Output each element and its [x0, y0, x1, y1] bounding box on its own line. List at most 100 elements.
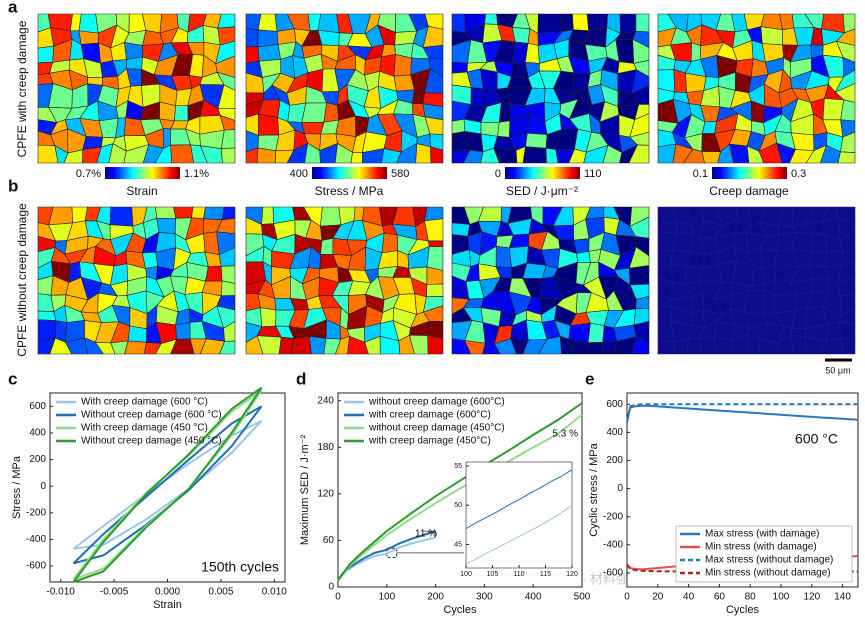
x-tick-label: 120: [803, 592, 820, 603]
grain: [685, 72, 707, 93]
x-tick-label: 100: [460, 571, 472, 578]
grain: [673, 338, 689, 355]
grain: [191, 206, 206, 220]
grain: [773, 294, 797, 314]
x-tick-label: 0: [624, 592, 630, 603]
grain: [220, 280, 236, 297]
x-tick-label: 40: [683, 592, 695, 603]
grain: [628, 144, 650, 164]
legend-label: Min stress (without damage): [705, 568, 831, 579]
grain: [350, 152, 363, 164]
grain: [156, 217, 177, 235]
colorbar-tick-label: 580: [391, 168, 409, 180]
y-axis-title: Stress / MPa: [11, 455, 23, 519]
grain: [635, 13, 650, 33]
grain: [763, 290, 775, 315]
grain: [257, 29, 279, 48]
x-tick-label: 400: [525, 592, 542, 603]
grain: [657, 340, 675, 355]
annotation: 5.3 %: [552, 429, 578, 440]
series-line: [72, 420, 263, 550]
grain: [631, 336, 650, 355]
grain: [760, 26, 783, 46]
x-tick-label: 20: [652, 592, 664, 603]
grain: [162, 128, 172, 149]
series-line: [72, 389, 263, 581]
panel-label: a: [8, 0, 18, 16]
grain: [175, 322, 191, 340]
colorbar: [712, 167, 787, 179]
grain: [98, 117, 119, 139]
colorbar-tick-label: 1.1%: [184, 168, 209, 180]
grain: [810, 233, 827, 253]
colorbar: [105, 167, 180, 179]
legend-label: without creep damage (600°C): [368, 397, 505, 408]
grain: [301, 121, 325, 135]
legend-label: Without creep damage (450 °C): [81, 436, 222, 447]
y-tick-label: -400: [603, 539, 623, 550]
grain: [572, 13, 590, 32]
grain: [692, 310, 705, 329]
grain: [245, 27, 259, 48]
grain: [317, 13, 340, 34]
y-tick-label: -600: [26, 561, 46, 572]
colorbar: [505, 167, 580, 179]
grain: [323, 102, 339, 123]
grain: [426, 283, 444, 298]
x-axis-title: Cycles: [726, 604, 760, 616]
x-tick-label: -0.005: [100, 587, 129, 598]
series-line: [626, 403, 858, 423]
colorbar: [312, 167, 387, 179]
grain: [220, 147, 236, 164]
grain: [260, 307, 277, 328]
grain: [498, 102, 511, 123]
grain: [619, 13, 637, 34]
x-tick-label: 0: [335, 592, 341, 603]
field-map: [245, 13, 444, 164]
x-tick-label: -0.010: [47, 587, 76, 598]
grain: [480, 68, 498, 90]
grain: [257, 44, 282, 62]
y-axis-title: Maximum SED / J·m⁻²: [299, 435, 311, 546]
y-axis-title: Cyclic stress / MPa: [588, 442, 600, 536]
grain: [692, 294, 704, 314]
grain: [484, 13, 499, 25]
field-map: [657, 13, 856, 164]
row-label: CPFE with creep damage: [15, 20, 29, 157]
grain: [381, 232, 398, 254]
grain: [415, 143, 432, 164]
grain: [155, 206, 177, 219]
row-label: CPFE without creep damage: [15, 203, 29, 357]
panel-label: e: [585, 369, 594, 388]
grain: [127, 325, 148, 343]
grain: [838, 321, 856, 341]
x-tick-label: 120: [566, 571, 578, 578]
y-tick-label: 120: [317, 489, 334, 500]
grain: [701, 151, 721, 164]
grain: [37, 310, 57, 321]
legend-label: Without creep damage (600 °C): [81, 410, 222, 421]
y-tick-label: 45: [454, 541, 462, 548]
x-tick-label: 0.010: [262, 587, 287, 598]
y-tick-label: 180: [317, 442, 334, 453]
grain: [825, 250, 843, 268]
colorbar-title: Strain: [126, 184, 157, 198]
grain: [174, 105, 189, 122]
y-tick-label: 0: [617, 483, 623, 494]
legend-label: Max stress (without damage): [705, 555, 833, 566]
grain: [203, 206, 225, 221]
series-line: [337, 402, 583, 581]
grain: [837, 151, 856, 164]
y-tick-label: 200: [29, 454, 46, 465]
grain: [320, 237, 334, 255]
grain: [218, 340, 236, 355]
legend-box: [675, 525, 853, 583]
colorbar-title: SED / J·μm⁻²: [506, 184, 578, 198]
field-map: [451, 206, 650, 355]
grain: [560, 13, 574, 32]
grain: [522, 262, 547, 280]
x-tick-label: 500: [574, 592, 591, 603]
grain: [451, 222, 471, 237]
grain: [317, 29, 340, 46]
